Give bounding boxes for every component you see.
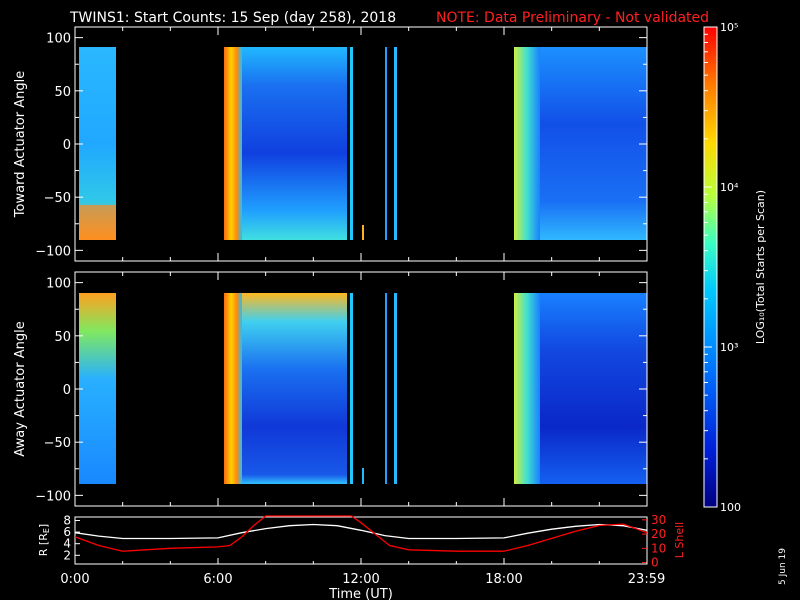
heatmap-edge	[224, 47, 242, 240]
heatmap-hotspot	[80, 205, 116, 240]
y-tick-label: 0	[63, 383, 71, 398]
chart-title: TWINS1: Start Counts: 15 Sep (day 258), …	[69, 10, 396, 26]
y-tick-label: −50	[44, 436, 71, 451]
colorbar-tick-label: 10³	[720, 341, 738, 354]
colorbar: LOG₁₀(Total Starts per Scan) 10⁵10⁴10³10…	[703, 21, 767, 514]
y-tick-label: −100	[35, 489, 71, 504]
toward-yaxis: 100 50 0 −50 −100	[35, 27, 648, 261]
y-tick-label: 100	[46, 277, 71, 292]
lshell-tick-label: 0	[651, 556, 659, 570]
heatmap-block	[242, 47, 347, 240]
y-tick-label: 50	[54, 330, 71, 345]
heatmap-block	[242, 293, 347, 484]
x-tick-label: 18:00	[485, 572, 522, 587]
away-ylabel: Away Actuator Angle	[13, 321, 28, 456]
r-tick-label: 4	[63, 537, 71, 551]
away-yaxis: 100 50 0 −50 −100	[35, 272, 648, 506]
colorbar-tick-label: 10⁴	[720, 181, 739, 194]
y-tick-label: 50	[54, 85, 71, 100]
lshell-tick-label: 30	[651, 513, 666, 527]
heatmap-edge	[224, 293, 242, 484]
heatmap-block	[350, 47, 353, 240]
heatmap-gap-line	[347, 47, 350, 240]
colorbar-ticks: 10⁵ 10⁴ 10³ 100	[704, 21, 741, 514]
heatmap-block	[385, 47, 387, 240]
x-axis-label: Time (UT)	[328, 587, 393, 600]
x-tick-label: 12:00	[342, 572, 379, 587]
x-tick-label: 6:00	[203, 572, 232, 587]
toward-panel: Toward Actuator Angle 100 50 0 −50 −100	[13, 26, 648, 262]
side-date: 5 Jun 19	[778, 548, 788, 585]
y-tick-label: −100	[35, 244, 71, 259]
r-tick-label: 2	[63, 548, 71, 562]
heatmap-block	[350, 293, 353, 484]
series-line-lshell	[74, 515, 648, 552]
y-tick-label: −50	[44, 191, 71, 206]
heatmap-block	[362, 468, 364, 484]
away-heatmap	[79, 293, 647, 484]
heatmap-block	[540, 47, 647, 240]
colorbar-label: LOG₁₀(Total Starts per Scan)	[754, 190, 767, 344]
away-panel: Away Actuator Angle 100 50 0 −50 −100	[13, 271, 648, 507]
lshell-tick-label: 10	[651, 541, 666, 555]
heatmap-edge	[514, 47, 540, 240]
heatmap-block	[362, 225, 364, 240]
r-tick-label: 8	[63, 513, 71, 527]
heatmap-block	[385, 293, 387, 484]
toward-heatmap	[79, 47, 647, 240]
heatmap-block	[394, 47, 397, 240]
series-line-r	[74, 523, 648, 540]
colorbar-tick-label: 10⁵	[720, 21, 738, 34]
y-tick-label: 0	[63, 138, 71, 153]
heatmap-block	[540, 293, 647, 484]
r-tick-label: 6	[63, 525, 71, 539]
heatmap-block	[394, 293, 397, 484]
r-ylabel: R [RE]	[37, 524, 51, 556]
x-tick-label: 0:00	[60, 572, 89, 587]
orbit-plot-frame	[74, 516, 648, 565]
lshell-ylabel: L Shell	[673, 522, 686, 558]
x-tick-label: 23:59	[628, 572, 665, 587]
colorbar-gradient	[703, 26, 718, 508]
lshell-tick-label: 20	[651, 527, 666, 541]
y-tick-label: 100	[46, 32, 71, 47]
preliminary-note: NOTE: Data Preliminary - Not validated	[436, 10, 709, 26]
toward-ylabel: Toward Actuator Angle	[13, 71, 28, 218]
heatmap-edge	[514, 293, 540, 484]
colorbar-tick-label: 100	[720, 501, 741, 514]
heatmap-block	[79, 293, 116, 484]
time-axis: 0:00 6:00 12:00 18:00 23:59	[60, 572, 665, 587]
heatmap-gap-line	[347, 293, 350, 484]
